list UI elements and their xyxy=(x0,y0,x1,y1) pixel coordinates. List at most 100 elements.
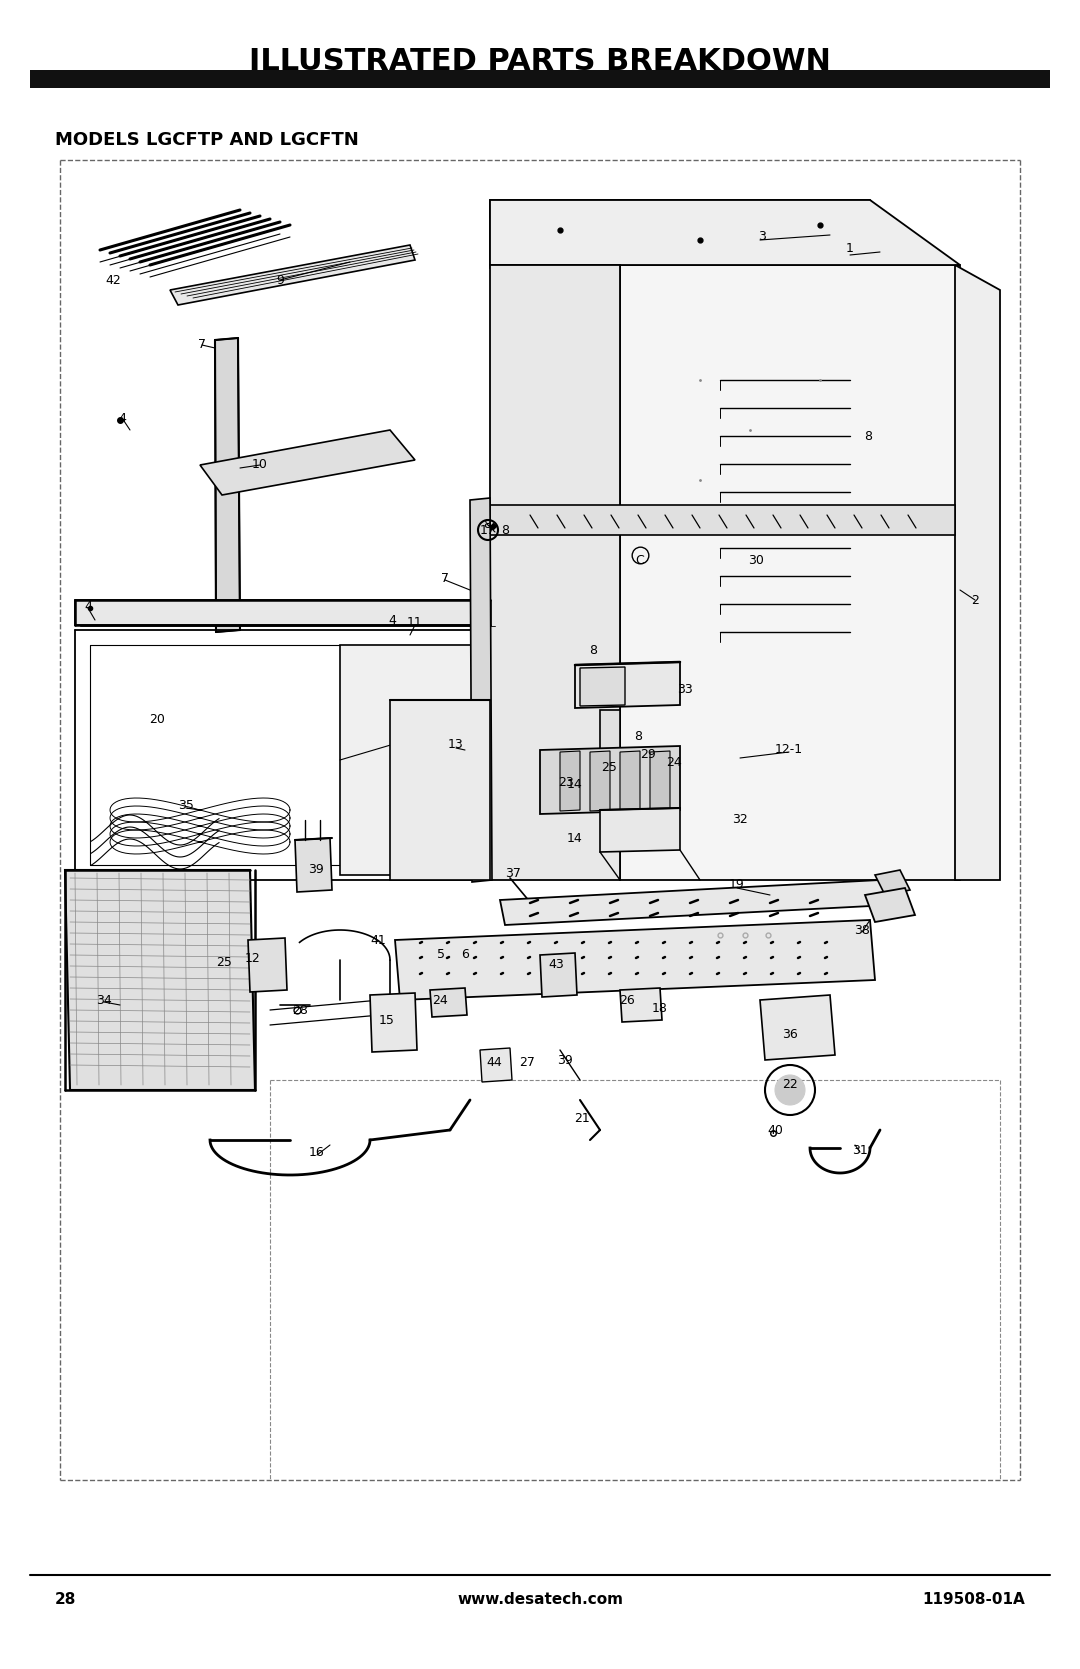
Text: 13: 13 xyxy=(448,738,464,751)
Text: 18: 18 xyxy=(652,1001,667,1015)
Text: 31: 31 xyxy=(852,1143,868,1157)
Text: 5: 5 xyxy=(437,948,445,961)
Polygon shape xyxy=(540,746,680,814)
Text: 35: 35 xyxy=(178,799,194,813)
Text: 27: 27 xyxy=(519,1056,535,1070)
Polygon shape xyxy=(470,497,492,881)
Polygon shape xyxy=(575,663,680,708)
Polygon shape xyxy=(600,808,680,851)
Polygon shape xyxy=(490,200,905,269)
Polygon shape xyxy=(760,995,835,1060)
Text: 9: 9 xyxy=(276,274,284,287)
Polygon shape xyxy=(540,953,577,996)
Polygon shape xyxy=(600,709,620,789)
Text: 6: 6 xyxy=(461,948,469,961)
Text: 37: 37 xyxy=(505,868,521,881)
Text: 14: 14 xyxy=(567,778,583,791)
Polygon shape xyxy=(248,938,287,991)
Text: 8: 8 xyxy=(864,431,872,444)
Polygon shape xyxy=(490,265,620,880)
Text: 7: 7 xyxy=(198,339,206,352)
Text: 15: 15 xyxy=(379,1013,395,1026)
Text: 32: 32 xyxy=(732,813,747,826)
Text: 22: 22 xyxy=(782,1078,798,1092)
Polygon shape xyxy=(395,920,875,1000)
Text: 8: 8 xyxy=(589,644,597,658)
Text: 17: 17 xyxy=(481,524,496,536)
Polygon shape xyxy=(490,506,955,536)
Text: 21: 21 xyxy=(575,1112,590,1125)
Text: ILLUSTRATED PARTS BREAKDOWN: ILLUSTRATED PARTS BREAKDOWN xyxy=(249,47,831,77)
Text: 26: 26 xyxy=(619,993,635,1006)
Text: www.desatech.com: www.desatech.com xyxy=(457,1592,623,1607)
Text: 119508-01A: 119508-01A xyxy=(922,1592,1025,1607)
Text: 33: 33 xyxy=(677,684,693,696)
Text: 8: 8 xyxy=(634,731,642,743)
Bar xyxy=(30,70,1050,88)
Polygon shape xyxy=(500,880,890,925)
Text: C: C xyxy=(636,554,645,566)
Polygon shape xyxy=(580,668,625,706)
Text: 2: 2 xyxy=(971,594,978,606)
Text: 28: 28 xyxy=(55,1592,77,1607)
Polygon shape xyxy=(620,988,662,1021)
Polygon shape xyxy=(170,245,415,305)
Circle shape xyxy=(775,1075,805,1105)
Text: 12-1: 12-1 xyxy=(775,743,804,756)
Text: 8: 8 xyxy=(501,524,509,536)
Polygon shape xyxy=(875,870,910,895)
Text: 12: 12 xyxy=(245,953,261,965)
Text: 29: 29 xyxy=(640,748,656,761)
Polygon shape xyxy=(215,339,240,633)
Text: 30: 30 xyxy=(748,554,764,566)
Text: 25: 25 xyxy=(602,761,617,774)
Text: 28: 28 xyxy=(292,1003,308,1016)
Polygon shape xyxy=(620,265,960,880)
Polygon shape xyxy=(865,888,915,921)
Text: 23: 23 xyxy=(558,776,573,789)
Text: 7: 7 xyxy=(441,571,449,584)
Text: 4: 4 xyxy=(84,599,92,613)
Text: 42: 42 xyxy=(105,274,121,287)
Polygon shape xyxy=(200,431,415,496)
Polygon shape xyxy=(561,751,580,811)
Polygon shape xyxy=(955,265,1000,880)
Text: 43: 43 xyxy=(549,958,564,971)
Polygon shape xyxy=(370,993,417,1051)
Text: 10: 10 xyxy=(252,459,268,472)
Text: 14: 14 xyxy=(567,833,583,846)
Text: 11: 11 xyxy=(407,616,423,629)
Text: 3: 3 xyxy=(758,230,766,244)
Polygon shape xyxy=(620,751,640,811)
Text: 39: 39 xyxy=(308,863,324,876)
Text: 8: 8 xyxy=(483,517,491,531)
Text: 40: 40 xyxy=(767,1123,783,1137)
Text: 19: 19 xyxy=(729,878,745,891)
Text: 1: 1 xyxy=(846,242,854,254)
Text: 34: 34 xyxy=(96,993,112,1006)
Text: 4: 4 xyxy=(118,412,126,424)
Polygon shape xyxy=(590,751,610,811)
Polygon shape xyxy=(65,870,255,1090)
Text: 16: 16 xyxy=(309,1147,325,1160)
Text: 4: 4 xyxy=(388,614,396,626)
Polygon shape xyxy=(430,988,467,1016)
Polygon shape xyxy=(75,599,490,624)
Polygon shape xyxy=(390,699,490,880)
Text: MODELS LGCFTP AND LGCFTN: MODELS LGCFTP AND LGCFTN xyxy=(55,130,359,149)
Text: 24: 24 xyxy=(432,993,448,1006)
Text: 20: 20 xyxy=(149,714,165,726)
Text: 38: 38 xyxy=(854,923,869,936)
Polygon shape xyxy=(650,751,670,811)
Polygon shape xyxy=(340,644,475,875)
Text: 44: 44 xyxy=(486,1056,502,1070)
Text: 25: 25 xyxy=(216,955,232,968)
Text: 39: 39 xyxy=(557,1053,572,1066)
Polygon shape xyxy=(490,200,905,230)
Polygon shape xyxy=(490,200,960,265)
Polygon shape xyxy=(295,838,332,891)
Text: 24: 24 xyxy=(666,756,681,769)
Text: 36: 36 xyxy=(782,1028,798,1041)
Text: 41: 41 xyxy=(370,933,386,946)
Polygon shape xyxy=(480,1048,512,1082)
